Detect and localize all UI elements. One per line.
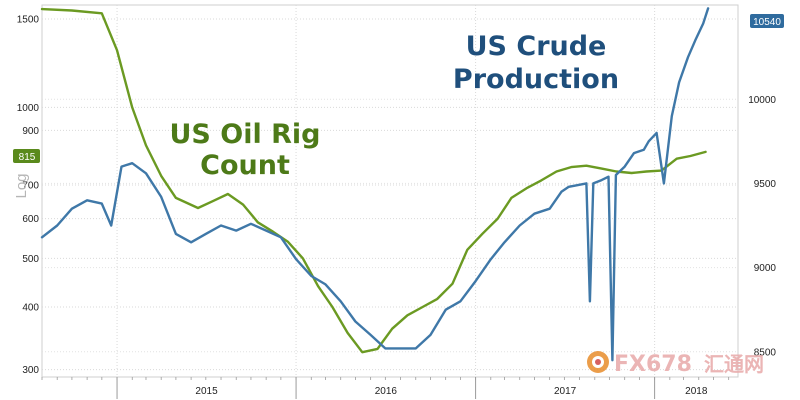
x-axis-ticks: 2015 2016 2017 2018: [41, 377, 730, 399]
production-title-line1: US Crude: [466, 31, 607, 62]
left-tick-label: 300: [22, 365, 39, 376]
left-tick-label: 900: [22, 126, 39, 137]
left-tick-label: 1000: [17, 103, 40, 114]
fx678-watermark: FX678 汇通网: [587, 351, 764, 377]
right-last-value-badge: 10540: [750, 14, 784, 28]
series-layer: [40, 7, 710, 362]
left-axis-ticks: 300 400 500 600 700 900 1000 1500: [17, 15, 40, 377]
right-axis-ticks: 8500 9000 9500 10000: [748, 95, 776, 358]
x-tick-label: 2015: [195, 386, 218, 397]
watermark-logo-icon: [587, 351, 609, 373]
left-tick-label: 1500: [17, 15, 40, 26]
left-tick-label: 700: [22, 181, 39, 192]
x-tick-label: 2017: [554, 386, 577, 397]
right-tick-label: 9000: [754, 263, 777, 274]
plot-area: [41, 4, 739, 378]
gridlines: [42, 5, 738, 377]
rig-count-title-line1: US Oil Rig: [169, 119, 320, 150]
x-tick-label: 2016: [375, 386, 398, 397]
left-badge-text: 815: [19, 152, 36, 163]
rig-count-title-line2: Count: [200, 150, 290, 181]
right-tick-label: 10000: [748, 95, 776, 106]
watermark-chinese-text: 汇通网: [704, 352, 764, 376]
left-last-value-badge: 815: [13, 149, 40, 163]
left-tick-label: 600: [22, 214, 39, 225]
watermark-brand-text: FX678: [614, 352, 692, 377]
production-title-line2: Production: [453, 64, 619, 95]
right-badge-background: [750, 14, 784, 28]
left-tick-label: 400: [22, 302, 39, 313]
left-tick-label: 500: [22, 254, 39, 265]
left-badge-background: [13, 149, 40, 163]
right-tick-label: 8500: [754, 347, 777, 358]
x-tick-label: 2018: [685, 386, 708, 397]
production-line: [40, 7, 710, 362]
rig-count-line: [40, 7, 707, 354]
right-tick-label: 9500: [754, 179, 777, 190]
left-axis-label: Log: [13, 173, 30, 198]
right-badge-text: 10540: [753, 17, 781, 28]
